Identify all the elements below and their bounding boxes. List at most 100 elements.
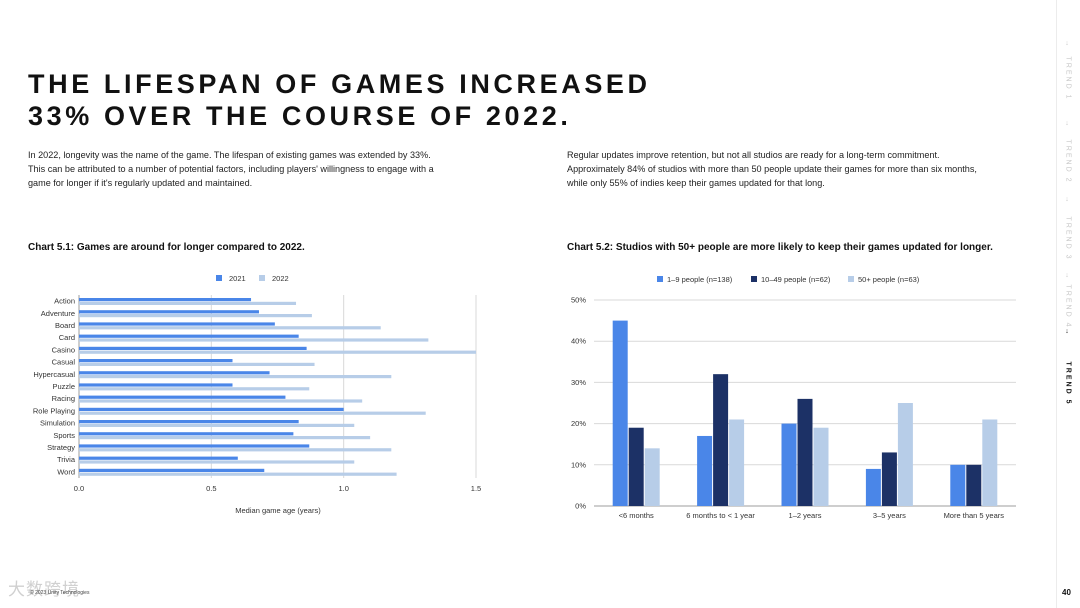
legend-label: 50+ people (n=63) — [858, 275, 920, 284]
x-tick-label: More than 5 years — [944, 511, 1005, 520]
legend-swatch — [751, 276, 757, 282]
bar-series2-cat5 — [966, 464, 982, 506]
category-label: Trivia — [57, 455, 76, 464]
y-tick-label: 30% — [571, 378, 586, 387]
bar-2021-word — [79, 468, 265, 472]
bar-2021-simulation — [79, 420, 299, 424]
bar-2022-adventure — [79, 314, 312, 318]
y-tick-label: 50% — [571, 296, 586, 305]
chart-5-1-title: Chart 5.1: Games are around for longer c… — [28, 242, 305, 253]
bar-2021-strategy — [79, 444, 310, 448]
bar-2021-hypercasual — [79, 371, 270, 375]
bar-2022-role-playing — [79, 411, 426, 415]
bar-series2-cat2 — [713, 374, 729, 506]
bar-2022-simulation — [79, 423, 355, 427]
nav-arrow-icon: ↓ — [1065, 120, 1071, 127]
copyright: © 2023 Unity Technologies — [30, 590, 90, 596]
y-tick-label: 40% — [571, 337, 586, 346]
bar-2022-casino — [79, 350, 476, 354]
category-label: Board — [55, 321, 75, 330]
watermark: 大数跨境 — [8, 580, 80, 599]
bar-2022-action — [79, 301, 297, 305]
intro-right-line: Regular updates improve retention, but n… — [567, 150, 940, 160]
intro-left-line: This can be attributed to a number of po… — [28, 164, 434, 174]
bar-2021-action — [79, 298, 252, 302]
bar-2021-casino — [79, 346, 307, 350]
title-line-2: 33% OVER THE COURSE OF 2022. — [28, 101, 572, 131]
category-label: Word — [57, 467, 75, 476]
bar-2022-board — [79, 326, 381, 330]
legend-label: 10–49 people (n=62) — [761, 275, 831, 284]
x-tick-label: 1–2 years — [789, 511, 822, 520]
category-label: Adventure — [41, 309, 75, 318]
bar-2021-casual — [79, 359, 233, 363]
page-title: THE LIFESPAN OF GAMES INCREASED 33% OVER… — [28, 68, 651, 132]
category-label: Role Playing — [33, 406, 75, 415]
title-line-1: THE LIFESPAN OF GAMES INCREASED — [28, 69, 651, 99]
x-tick-label: 0.0 — [74, 484, 84, 493]
nav-item-trend-3[interactable]: TREND 3 — [1064, 216, 1072, 261]
bar-series3-cat5 — [982, 419, 998, 506]
category-label: Racing — [52, 394, 75, 403]
legend-swatch — [848, 276, 854, 282]
legend-label: 2022 — [272, 274, 289, 283]
intro-right-line: Approximately 84% of studios with more t… — [567, 164, 977, 174]
x-tick-label: <6 months — [619, 511, 654, 520]
bar-2022-card — [79, 338, 429, 342]
nav-item-trend-2[interactable]: TREND 2 — [1064, 139, 1072, 184]
bar-series1-cat1 — [612, 320, 628, 506]
intro-left-line: game for longer if it's regularly update… — [28, 178, 253, 188]
bar-series2-cat4 — [881, 452, 897, 506]
y-tick-label: 10% — [571, 460, 586, 469]
legend-swatch — [657, 276, 663, 282]
legend-swatch — [216, 275, 222, 281]
bar-series3-cat3 — [813, 427, 829, 506]
x-tick-label: 6 months to < 1 year — [686, 511, 755, 520]
y-tick-label: 20% — [571, 419, 586, 428]
y-tick-label: 0% — [575, 502, 586, 511]
category-label: Strategy — [47, 443, 75, 452]
bar-2022-strategy — [79, 448, 392, 452]
trend-nav-rail — [1056, 0, 1080, 608]
x-tick-label: 0.5 — [206, 484, 216, 493]
bar-2021-racing — [79, 395, 286, 399]
category-label: Card — [59, 333, 75, 342]
bar-series1-cat3 — [781, 423, 797, 506]
legend-swatch — [259, 275, 265, 281]
bar-series3-cat4 — [897, 403, 913, 506]
bar-2021-puzzle — [79, 383, 233, 387]
intro-left-line: In 2022, longevity was the name of the g… — [28, 150, 431, 160]
legend-label: 2021 — [229, 274, 246, 283]
category-label: Hypercasual — [33, 370, 75, 379]
category-label: Simulation — [40, 419, 75, 428]
x-tick-label: 3–5 years — [873, 511, 906, 520]
bar-series2-cat1 — [628, 427, 644, 506]
bar-2022-word — [79, 472, 397, 476]
intro-left-paragraph: In 2022, longevity was the name of the g… — [28, 148, 434, 190]
chart-5-2-title: Chart 5.2: Studios with 50+ people are m… — [567, 242, 993, 253]
bar-2021-sports — [79, 432, 294, 436]
bar-series3-cat2 — [729, 419, 745, 506]
nav-item-trend-1[interactable]: TREND 1 — [1064, 56, 1072, 101]
category-label: Casino — [52, 345, 75, 354]
x-axis-title: Median game age (years) — [235, 506, 321, 515]
chart-5-1: 0.0 0.5 1.0 1.5 Action Adventure Board Card Casi… — [33, 274, 481, 515]
page-number: 40 — [1062, 588, 1071, 597]
x-tick-label: 1.5 — [471, 484, 481, 493]
nav-item-trend-4[interactable]: TREND 4 — [1064, 284, 1072, 329]
category-label: Sports — [53, 431, 75, 440]
category-label: Puzzle — [52, 382, 75, 391]
bar-series2-cat3 — [797, 398, 813, 506]
x-tick-label: 1.0 — [338, 484, 348, 493]
bar-2022-puzzle — [79, 387, 310, 391]
category-label: Casual — [52, 358, 76, 367]
intro-right-paragraph: Regular updates improve retention, but n… — [567, 148, 977, 190]
bar-2021-card — [79, 334, 299, 338]
nav-item-trend-5[interactable]: TREND 5 — [1064, 361, 1072, 406]
legend-label: 1–9 people (n=138) — [667, 275, 733, 284]
bar-2022-trivia — [79, 460, 355, 464]
bar-series1-cat5 — [950, 464, 966, 506]
bar-2021-adventure — [79, 310, 259, 314]
bar-2021-board — [79, 322, 275, 326]
bar-2022-hypercasual — [79, 375, 392, 379]
